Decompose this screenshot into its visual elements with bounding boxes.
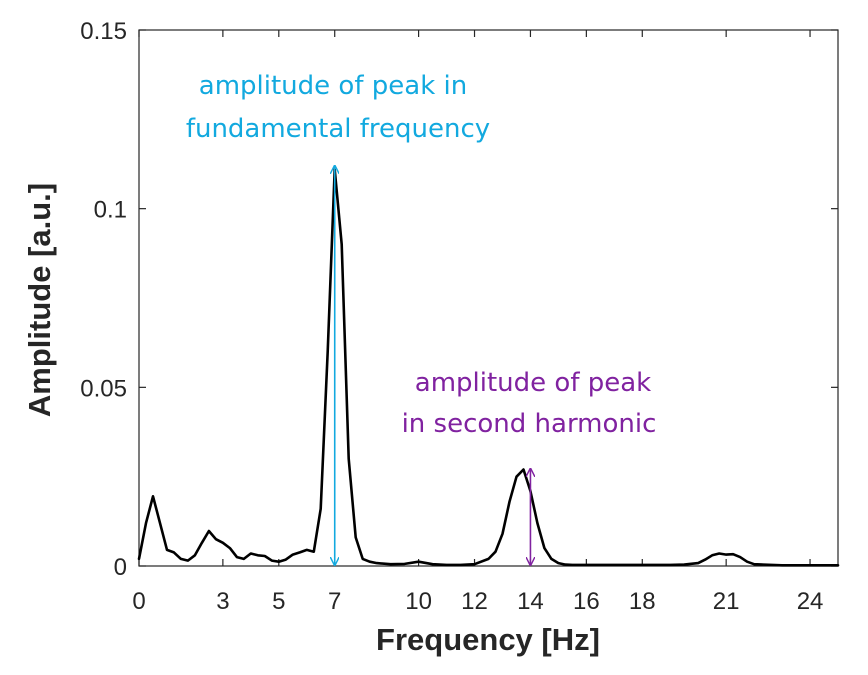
harmonic-annotation-line-1: amplitude of peak (415, 368, 651, 398)
x-tick-label: 12 (461, 588, 488, 615)
y-axis-title: Amplitude [a.u.] (22, 183, 57, 417)
y-tick-label: 0.05 (80, 375, 127, 402)
x-tick-label: 21 (713, 588, 740, 615)
y-tick-label: 0 (114, 554, 127, 581)
y-tick-label: 0.15 (80, 18, 127, 45)
plot-area (138, 29, 839, 567)
fundamental-annotation-line-2: fundamental frequency (186, 114, 490, 144)
spectrum-line (137, 168, 840, 567)
x-tick-label: 14 (517, 588, 544, 615)
x-tick-label: 24 (797, 588, 824, 615)
x-tick-label: 7 (328, 588, 341, 615)
x-tick-label: 10 (405, 588, 432, 615)
x-tick-label: 16 (573, 588, 600, 615)
x-tick-label: 3 (216, 588, 229, 615)
x-tick-label: 0 (132, 588, 145, 615)
x-tick-label: 5 (272, 588, 285, 615)
x-axis-ticks: 0 3 5 7 10 12 14 16 18 21 24 (132, 30, 823, 615)
fundamental-annotation-line-1: amplitude of peak in (199, 71, 467, 101)
y-tick-label: 0.1 (94, 197, 127, 224)
x-tick-label: 18 (629, 588, 656, 615)
harmonic-annotation-line-2: in second harmonic (402, 409, 657, 439)
x-axis-title: Frequency [Hz] (376, 622, 600, 657)
y-axis-ticks: 0 0.05 0.1 0.15 (80, 18, 838, 581)
